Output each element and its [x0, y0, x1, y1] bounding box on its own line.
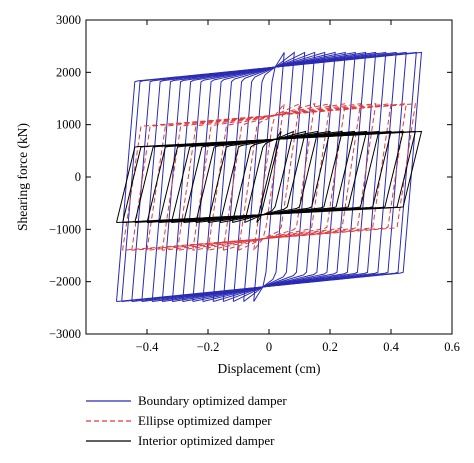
plot-curves: [116, 51, 423, 303]
y-tick-label-0: −3000: [49, 327, 81, 341]
series-2: [116, 130, 423, 224]
series-0: [116, 51, 423, 303]
loop-0-14: [116, 51, 423, 303]
legend-label-2: Interior optimized damper: [138, 433, 275, 448]
series-1: [122, 101, 416, 251]
legend: Boundary optimized damper Ellipse optimiz…: [86, 393, 287, 448]
loop-1-9: [122, 103, 416, 251]
loop-1-3: [207, 103, 331, 251]
loop-0-8: [171, 51, 367, 303]
loop-0-10: [151, 51, 387, 303]
loop-0-13: [121, 51, 417, 303]
y-tick-label-1: −2000: [49, 275, 81, 289]
loop-0-7: [182, 51, 356, 303]
y-tick-label-6: 3000: [56, 13, 81, 27]
x-tick-label-0: −0.4: [136, 340, 159, 354]
loop-0-5: [202, 51, 336, 303]
loop-1-4: [192, 103, 346, 251]
y-tick-labels: −3000 −2000 −1000 0 1000 2000 3000: [49, 13, 81, 341]
x-tick-label-4: 0.4: [383, 340, 399, 354]
loop-0-2: [232, 51, 306, 302]
axis-ticks: [86, 19, 453, 335]
loop-0-3: [222, 51, 316, 303]
loop-0-1: [243, 51, 295, 302]
y-tick-label-2: −1000: [49, 222, 81, 236]
loop-1-2: [222, 103, 316, 251]
loop-0-6: [192, 51, 346, 303]
x-tick-label-1: −0.2: [197, 340, 220, 354]
loop-0-0: [253, 52, 285, 302]
plot-frame: [85, 19, 453, 335]
x-axis-label: Displacement (cm): [217, 361, 320, 376]
x-tick-label-5: 0.6: [444, 340, 460, 354]
x-tick-label-3: 0.2: [322, 340, 338, 354]
y-tick-label-5: 2000: [56, 65, 81, 79]
x-tick-label-2: 0: [266, 340, 272, 354]
loop-0-4: [212, 51, 326, 303]
loop-1-1: [238, 102, 301, 251]
loop-1-7: [146, 103, 392, 251]
loop-2-0: [256, 131, 282, 223]
y-tick-label-3: 0: [75, 170, 81, 184]
loop-1-0: [253, 101, 286, 251]
y-axis-label: Shearing force (kN): [15, 123, 30, 231]
y-tick-label-4: 1000: [56, 118, 81, 132]
loop-2-12: [116, 130, 423, 224]
legend-label-0: Boundary optimized damper: [138, 393, 287, 408]
legend-label-1: Ellipse optimized damper: [138, 413, 272, 428]
x-tick-labels: −0.4 −0.2 0 0.2 0.4 0.6: [136, 340, 460, 354]
loop-1-5: [177, 103, 362, 251]
